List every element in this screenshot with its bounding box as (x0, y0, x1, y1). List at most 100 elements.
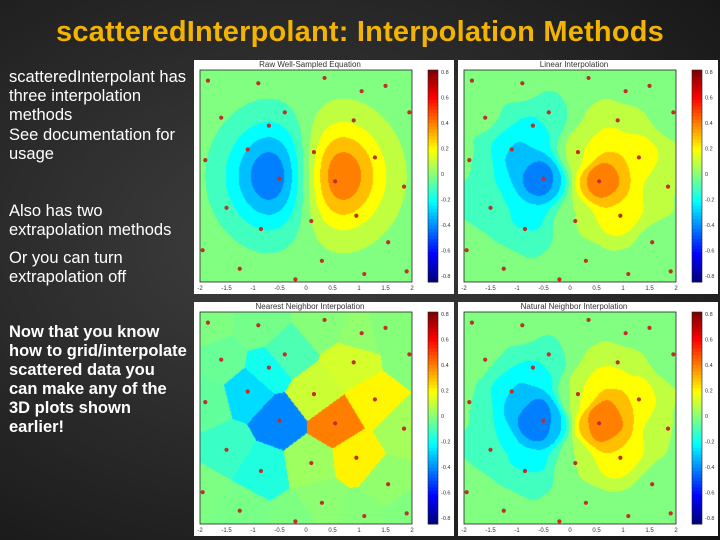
x-tick-label: 0 (304, 528, 308, 534)
sample-point (522, 468, 528, 474)
sample-point (483, 115, 488, 120)
colorbar-swatch (692, 268, 702, 273)
colorbar-swatch (692, 119, 702, 124)
x-tick-label: 0 (568, 286, 572, 292)
x-tick-label: 1 (357, 286, 361, 292)
colorbar-tick-label: 0 (441, 414, 444, 420)
colorbar-swatch (428, 255, 438, 260)
colorbar-swatch (692, 361, 702, 366)
sample-point (615, 118, 620, 123)
x-tick-label: -1 (250, 528, 256, 534)
sample-point (464, 490, 469, 495)
colorbar-swatch (692, 252, 702, 256)
colorbar-tick-label: 0.8 (441, 312, 449, 318)
colorbar-swatch (428, 275, 438, 280)
axes-frame (199, 69, 413, 283)
colorbar-swatch (692, 365, 702, 369)
colorbar-swatch (692, 242, 702, 247)
sample-point (354, 455, 359, 460)
colorbar-swatch (428, 123, 438, 127)
colorbar-swatch (692, 149, 702, 154)
colorbar-swatch (428, 467, 438, 472)
sample-point (665, 184, 671, 189)
colorbar-swatch (428, 464, 438, 469)
colorbar-swatch (692, 185, 702, 190)
colorbar-swatch (692, 517, 702, 522)
colorbar-swatch (428, 461, 438, 465)
colorbar-swatch (692, 83, 702, 88)
colorbar-swatch (692, 195, 702, 200)
sample-point (464, 248, 469, 253)
colorbar-swatch (692, 258, 702, 263)
colorbar-swatch (692, 381, 702, 386)
colorbar-swatch (428, 126, 438, 131)
colorbar-swatch (428, 454, 438, 459)
colorbar-swatch (428, 477, 438, 482)
colorbar-swatch (428, 139, 438, 144)
colorbar-swatch (428, 93, 438, 97)
sample-point (509, 389, 514, 394)
sample-point (386, 240, 391, 245)
colorbar-swatch (428, 70, 438, 74)
sample-point (311, 392, 317, 397)
colorbar-swatch (692, 325, 702, 330)
colorbar-swatch (692, 79, 702, 84)
colorbar-swatch (692, 212, 702, 217)
colorbar-swatch (428, 166, 438, 170)
colorbar-swatch (692, 166, 702, 170)
colorbar-swatch (428, 245, 438, 250)
colorbar-swatch (692, 507, 702, 512)
colorbar-swatch (428, 411, 438, 416)
colorbar-tick-label: -0.6 (705, 249, 714, 255)
colorbar-swatch (692, 205, 702, 210)
colorbar-swatch (692, 312, 702, 316)
x-tick-label: 2 (674, 286, 678, 292)
sample-point (597, 421, 602, 426)
colorbar-swatch (692, 172, 702, 177)
sample-point (256, 81, 261, 86)
colorbar-swatch (428, 262, 438, 266)
colorbar-swatch (692, 451, 702, 455)
axes-frame (463, 311, 677, 525)
colorbar-swatch (428, 318, 438, 323)
x-tick-label: 1 (357, 528, 361, 534)
sample-point (362, 513, 367, 519)
colorbar-swatch (692, 328, 702, 333)
sample-point (671, 110, 676, 115)
colorbar-tick-label: 0.4 (441, 121, 449, 127)
colorbar-swatch (692, 235, 702, 240)
colorbar-swatch (428, 312, 438, 316)
colorbar-tick-label: -0.8 (441, 274, 450, 280)
colorbar-frame (427, 69, 439, 283)
colorbar-swatch (692, 497, 702, 502)
colorbar-swatch (692, 464, 702, 469)
paragraph-methods: scatteredInterpolant has three interpola… (9, 68, 187, 124)
sample-point (583, 500, 588, 505)
colorbar-tick-label: 0.8 (705, 312, 713, 318)
sample-point (322, 317, 327, 323)
colorbar-swatch (428, 348, 438, 353)
colorbar-swatch (428, 325, 438, 330)
sample-point (483, 357, 488, 362)
colorbar-tick-label: -0.6 (441, 491, 450, 497)
sample-point (586, 75, 591, 81)
plot-natural-neighbor: Natural Neighbor Interpolation -2 -1.5 -1-… (458, 302, 718, 536)
colorbar-swatch (428, 514, 438, 518)
x-tick-label: -1.5 (485, 528, 496, 534)
colorbar-swatch (692, 248, 702, 253)
colorbar-swatch (428, 401, 438, 406)
text-panel: scatteredInterpolant has three interpola… (9, 68, 187, 437)
sample-point (354, 213, 359, 218)
x-tick-label: 0.5 (328, 286, 337, 292)
colorbar-swatch (428, 278, 438, 283)
colorbar-swatch (428, 232, 438, 237)
x-tick-label: -0.5 (274, 286, 285, 292)
colorbar-swatch (692, 520, 702, 525)
paragraph-conclusion: Now that you know how to grid/interpolat… (9, 323, 187, 436)
colorbar-swatch (428, 192, 438, 197)
colorbar-swatch (692, 457, 702, 462)
colorbar-swatch (428, 209, 438, 213)
colorbar-swatch (428, 242, 438, 247)
colorbar-swatch (692, 132, 702, 137)
colorbar-swatch (692, 474, 702, 479)
